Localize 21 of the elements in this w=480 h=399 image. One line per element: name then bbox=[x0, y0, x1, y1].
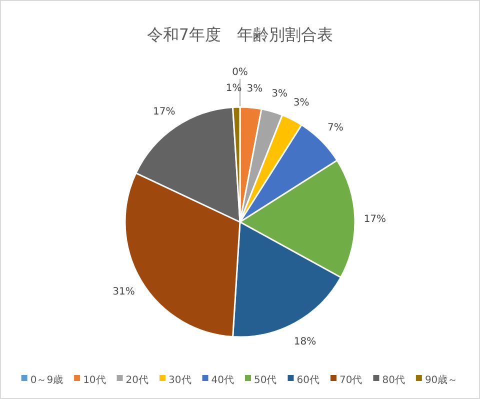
legend-label: 50代 bbox=[254, 375, 277, 386]
legend-label: 20代 bbox=[126, 375, 149, 386]
text: 0% bbox=[232, 67, 248, 78]
data-label: 1% bbox=[226, 83, 242, 94]
data-label: 31% bbox=[112, 286, 135, 298]
chart-title: 令和7年度 年齢別割合表 bbox=[146, 25, 334, 44]
data-label: 3% bbox=[293, 98, 310, 109]
legend-label: 40代 bbox=[211, 375, 234, 386]
data-label: 7% bbox=[328, 122, 344, 134]
legend-label: 10代 bbox=[83, 375, 106, 386]
data-label: 3% bbox=[272, 88, 288, 100]
legend-label: 60代 bbox=[296, 375, 320, 386]
data-label: 3% bbox=[246, 84, 263, 95]
legend-label: 90歳～ bbox=[424, 374, 458, 386]
data-label: 17% bbox=[364, 214, 386, 225]
legend-label: 70代 bbox=[339, 375, 362, 386]
legend-label: 30代 bbox=[168, 375, 192, 386]
data-label: 18% bbox=[294, 336, 316, 348]
data-label: 17% bbox=[153, 106, 176, 118]
legend-label: 0～9歳 bbox=[30, 374, 64, 386]
legend-label: 80代 bbox=[382, 375, 405, 386]
